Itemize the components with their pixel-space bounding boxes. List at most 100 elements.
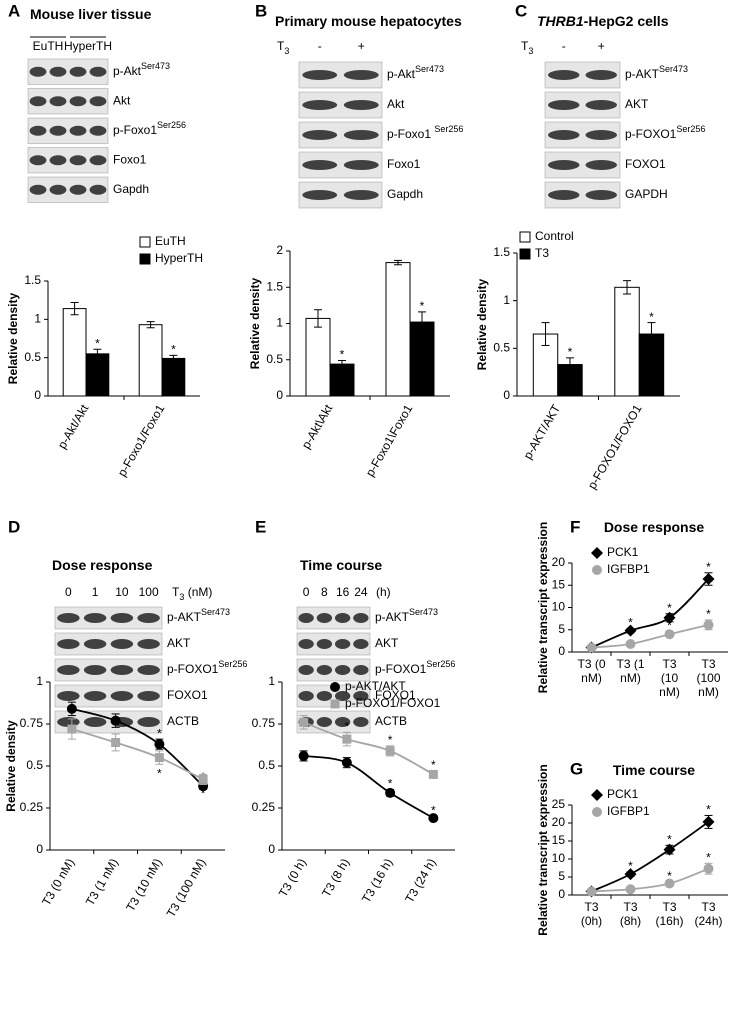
- x-tick-label: T3 (1 nM): [83, 856, 121, 908]
- x-tick-label: p-Akt\Akt: [299, 402, 336, 452]
- blot-band: [110, 665, 134, 675]
- x-tick-label: T3: [701, 900, 715, 914]
- blot-label: ACTB: [167, 714, 199, 728]
- fit-line: [591, 867, 709, 893]
- lane-title-main: T: [277, 39, 285, 53]
- blot-band: [29, 155, 47, 166]
- blot-label-sup: Ser473: [415, 64, 444, 74]
- blot-band: [316, 639, 333, 649]
- blot-band: [334, 665, 351, 675]
- x-tick-label: nM): [620, 671, 641, 685]
- blot-label-main: FOXO1: [625, 157, 666, 171]
- blot-label: Foxo1: [113, 152, 147, 166]
- blot-label: p-FOXO1Ser256: [375, 659, 455, 676]
- lane-title: T3 (nM): [172, 585, 212, 602]
- y-tick-label: 0: [268, 842, 275, 856]
- blot-band: [69, 125, 87, 136]
- blot-band: [83, 717, 107, 727]
- lane-label: +: [598, 39, 605, 53]
- legend-label: p-FOXO1/FOXO1: [345, 696, 441, 710]
- legend-label: IGFBP1: [607, 804, 650, 818]
- lane-title: T3: [521, 39, 533, 56]
- y-tick-label: 0.5: [24, 350, 41, 364]
- x-tick-label: p-AKT/AKT: [521, 402, 564, 462]
- blot-label-main: p-FOXO1: [167, 662, 219, 676]
- x-tick-label: p-Foxo1\Foxo1: [363, 402, 416, 479]
- x-tick-label: (10: [661, 671, 679, 685]
- x-tick-label: nM): [659, 685, 680, 699]
- blot-band: [298, 665, 314, 675]
- blot-band: [49, 155, 67, 166]
- y-tick-label: 0.5: [26, 758, 43, 772]
- fit-line: [591, 623, 709, 649]
- blot-label-main: FOXO1: [375, 688, 416, 702]
- marker: [624, 868, 637, 881]
- y-axis-label: Relative density: [248, 277, 262, 369]
- lane-label: -: [318, 39, 322, 53]
- blot-band: [83, 639, 107, 649]
- blot-band: [302, 70, 338, 80]
- blot: [54, 606, 163, 630]
- x-tick-label: T3 (1: [616, 657, 644, 671]
- significance-star: *: [157, 726, 162, 740]
- blot-band: [89, 184, 107, 195]
- x-tick-label: T3 (0 h): [276, 856, 309, 899]
- significance-star: *: [706, 803, 711, 817]
- y-tick-label: 1: [503, 293, 510, 307]
- marker: [586, 886, 597, 897]
- y-tick-label: 20: [552, 555, 566, 569]
- marker: [702, 815, 715, 828]
- bar: [305, 317, 331, 397]
- lane-label: -: [562, 39, 566, 53]
- marker: [664, 878, 675, 889]
- x-tick-label: p-Foxo1/Foxo1: [115, 402, 168, 479]
- y-tick-label: 0: [276, 388, 283, 402]
- fit-line: [303, 721, 434, 776]
- y-tick-label: 0.5: [493, 341, 510, 355]
- blot-band: [343, 160, 379, 170]
- blot: [296, 606, 371, 630]
- title-text: Mouse liver tissue: [30, 6, 152, 22]
- blot-band: [110, 613, 134, 623]
- blot-band: [49, 125, 67, 136]
- blot-band: [548, 70, 580, 80]
- blot: [54, 710, 163, 734]
- y-tick-label: 0.25: [252, 800, 276, 814]
- blot-band: [298, 639, 314, 649]
- blot-band: [69, 66, 87, 77]
- panel-letter: B: [255, 1, 267, 20]
- bar: [138, 324, 163, 397]
- lane-title: (h): [376, 585, 391, 599]
- y-tick-label: 10: [552, 600, 566, 614]
- marker: [663, 843, 676, 856]
- blot-band: [316, 613, 333, 623]
- y-axis-label: Relative density: [6, 292, 20, 384]
- lane-title-main: (h): [376, 585, 391, 599]
- lane-label: 1: [92, 585, 99, 599]
- blot-band: [69, 184, 87, 195]
- blot: [54, 632, 163, 656]
- x-tick-label: (24h): [694, 914, 722, 928]
- y-tick-label: 1: [34, 312, 41, 326]
- blot-band: [29, 66, 47, 77]
- significance-star: *: [568, 345, 573, 359]
- blot-band: [334, 691, 351, 701]
- significance-star: *: [667, 869, 672, 883]
- blot-band: [585, 100, 617, 110]
- blot-band: [57, 665, 80, 675]
- lane-title-sub: 3: [284, 46, 289, 56]
- blot-band: [343, 70, 379, 80]
- title-text: Time course: [613, 762, 695, 778]
- y-tick-label: 0: [34, 388, 41, 402]
- x-tick-label: T3: [662, 900, 676, 914]
- panel-letter: F: [570, 517, 580, 536]
- marker: [591, 547, 603, 559]
- bar: [62, 308, 87, 397]
- blot-label-main: Gapdh: [387, 187, 423, 201]
- x-tick-label: (0h): [581, 914, 602, 928]
- y-tick-label: 1.5: [493, 245, 510, 259]
- marker: [703, 863, 714, 874]
- significance-star: *: [706, 850, 711, 864]
- blot-band: [89, 96, 107, 107]
- blot-band: [302, 160, 338, 170]
